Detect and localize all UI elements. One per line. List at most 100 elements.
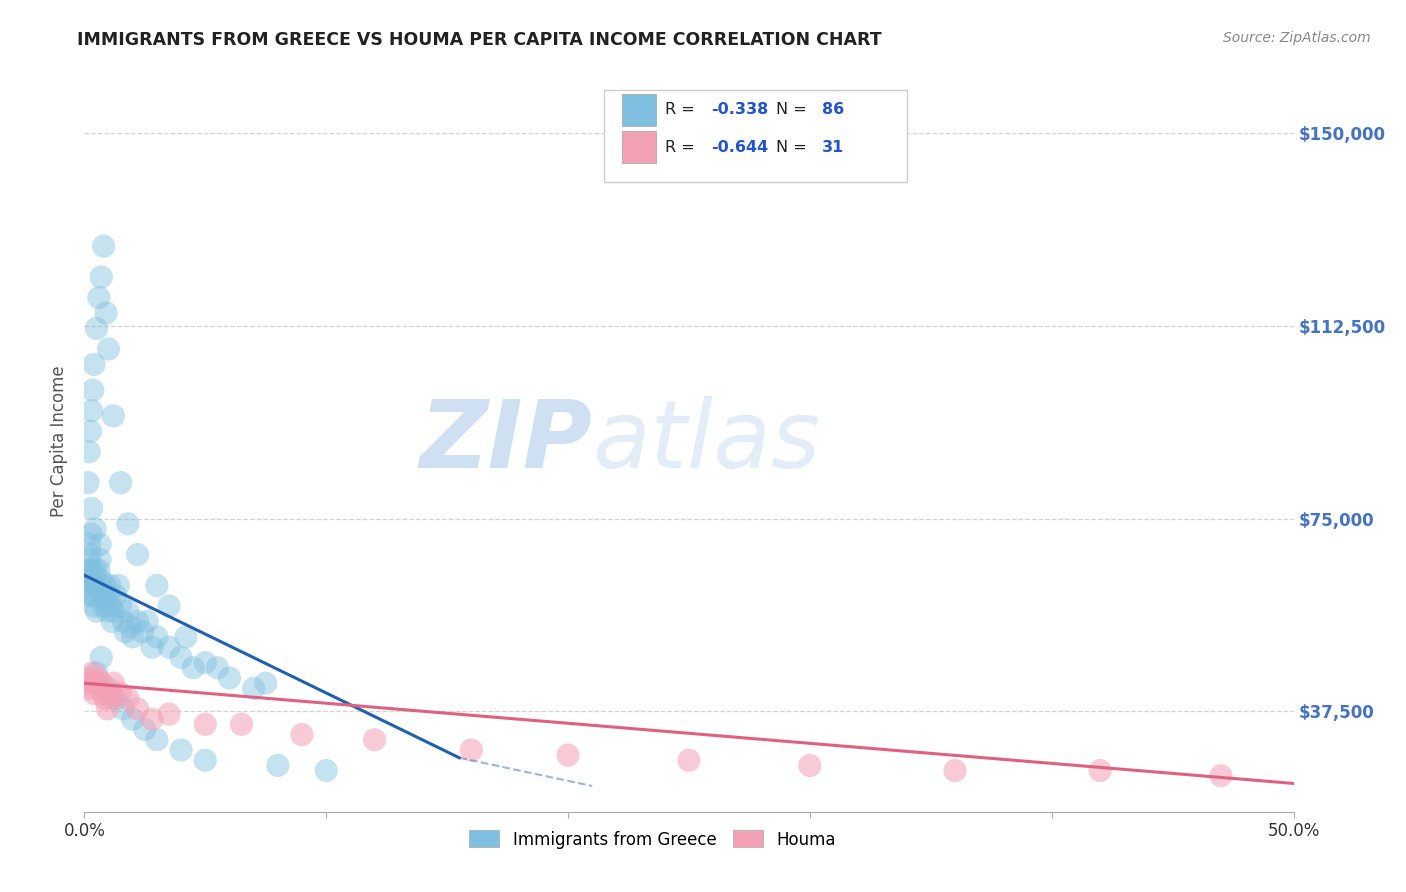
Point — [170, 650, 193, 665]
Point — [84, 563, 107, 577]
Point — [242, 681, 264, 696]
Point — [103, 676, 125, 690]
Text: N =: N = — [776, 103, 811, 117]
Point — [141, 712, 163, 726]
Point — [146, 630, 169, 644]
Point — [104, 589, 127, 603]
Point — [134, 723, 156, 737]
Point — [94, 578, 117, 592]
Point — [315, 764, 337, 778]
Point — [76, 676, 98, 690]
Point — [79, 681, 101, 696]
Point — [83, 578, 105, 592]
Point — [77, 589, 100, 603]
Point — [89, 681, 111, 696]
Point — [127, 548, 149, 562]
Text: atlas: atlas — [592, 396, 821, 487]
Point — [98, 578, 121, 592]
Text: R =: R = — [665, 140, 700, 154]
Text: ZIP: ZIP — [419, 395, 592, 488]
Y-axis label: Per Capita Income: Per Capita Income — [51, 366, 69, 517]
Point — [77, 553, 100, 567]
Point — [157, 640, 180, 655]
Point — [86, 578, 108, 592]
Point — [107, 578, 129, 592]
Point — [96, 702, 118, 716]
Text: -0.338: -0.338 — [710, 103, 768, 117]
Point — [82, 589, 104, 603]
Text: -0.644: -0.644 — [710, 140, 768, 154]
Text: N =: N = — [776, 140, 811, 154]
Point — [117, 691, 139, 706]
Point — [89, 553, 111, 567]
Point — [131, 624, 153, 639]
Point — [83, 599, 105, 613]
Point — [77, 574, 100, 588]
Point — [103, 409, 125, 423]
Point — [79, 548, 101, 562]
Text: Source: ZipAtlas.com: Source: ZipAtlas.com — [1223, 31, 1371, 45]
Point — [90, 676, 112, 690]
Point — [104, 691, 127, 706]
Point — [146, 578, 169, 592]
Text: 86: 86 — [823, 103, 844, 117]
Point — [112, 702, 135, 716]
Point — [157, 706, 180, 721]
Point — [218, 671, 240, 685]
Point — [157, 599, 180, 613]
Point — [93, 599, 115, 613]
Point — [799, 758, 821, 772]
Point — [82, 665, 104, 680]
Point — [181, 661, 204, 675]
Point — [194, 717, 217, 731]
Point — [460, 743, 482, 757]
Point — [80, 403, 103, 417]
Point — [89, 537, 111, 551]
Text: IMMIGRANTS FROM GREECE VS HOUMA PER CAPITA INCOME CORRELATION CHART: IMMIGRANTS FROM GREECE VS HOUMA PER CAPI… — [77, 31, 882, 49]
Point — [90, 650, 112, 665]
Point — [174, 630, 197, 644]
Point — [678, 753, 700, 767]
Point — [207, 661, 229, 675]
Point — [91, 686, 114, 700]
Point — [267, 758, 290, 772]
Point — [100, 691, 122, 706]
Point — [121, 712, 143, 726]
Point — [93, 239, 115, 253]
Bar — [623, 131, 657, 163]
Point — [80, 527, 103, 541]
Point — [98, 686, 121, 700]
Point — [103, 604, 125, 618]
Point — [1088, 764, 1111, 778]
Legend: Immigrants from Greece, Houma: Immigrants from Greece, Houma — [463, 823, 842, 855]
Point — [77, 445, 100, 459]
Point — [101, 615, 124, 629]
Point — [1209, 769, 1232, 783]
Point — [87, 291, 110, 305]
Point — [146, 732, 169, 747]
Point — [170, 743, 193, 757]
Point — [87, 563, 110, 577]
Point — [82, 574, 104, 588]
Point — [75, 578, 97, 592]
Point — [100, 599, 122, 613]
Point — [83, 686, 105, 700]
Point — [136, 615, 159, 629]
Point — [117, 604, 139, 618]
Point — [82, 383, 104, 397]
Point — [90, 574, 112, 588]
Point — [231, 717, 253, 731]
Point — [94, 691, 117, 706]
Point — [943, 764, 966, 778]
Point — [112, 615, 135, 629]
Point — [557, 748, 579, 763]
Text: 31: 31 — [823, 140, 844, 154]
Point — [97, 589, 120, 603]
Point — [94, 594, 117, 608]
Point — [291, 728, 314, 742]
Point — [127, 702, 149, 716]
Point — [96, 604, 118, 618]
Point — [80, 563, 103, 577]
Point — [363, 732, 385, 747]
Point — [110, 599, 132, 613]
